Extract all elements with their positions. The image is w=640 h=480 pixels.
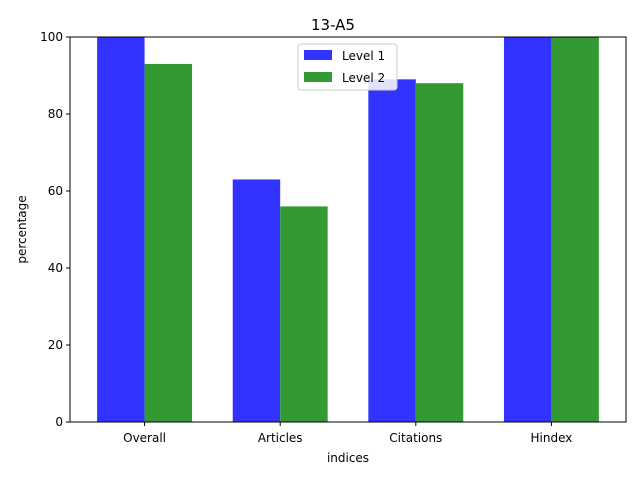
bar-level-2-articles <box>280 206 328 422</box>
legend: Level 1 Level 2 <box>297 43 398 91</box>
y-axis: 0 20 40 60 80 100 <box>40 30 70 429</box>
x-axis-label: indices <box>327 451 369 465</box>
x-tick-label-articles: Articles <box>258 431 303 445</box>
plot-frame <box>69 36 627 423</box>
y-tick-label: 100 <box>40 30 63 44</box>
y-tick-label: 80 <box>48 107 63 121</box>
bar-level-2-citations <box>415 83 464 422</box>
x-tick-label-hindex: Hindex <box>530 431 572 445</box>
y-tick-label: 60 <box>48 184 63 198</box>
legend-swatch-level-2 <box>304 72 332 82</box>
bar-level-1-articles <box>232 179 281 422</box>
chart-title: 13-A5 <box>311 16 355 34</box>
legend-swatch-level-1 <box>304 50 332 60</box>
legend-label-level-2: Level 2 <box>342 71 385 85</box>
y-tick-label: 40 <box>48 261 63 275</box>
bar-level-1-citations <box>368 79 416 422</box>
x-tick-label-citations: Citations <box>389 431 442 445</box>
x-tick-label-overall: Overall <box>123 431 166 445</box>
y-tick-label: 20 <box>48 338 63 352</box>
bar-level-2-hindex <box>551 37 599 422</box>
bar-level-2-overall <box>144 63 193 422</box>
bar-level-1-overall <box>97 37 145 422</box>
bars-group <box>97 37 599 422</box>
bar-level-1-hindex <box>503 37 552 422</box>
x-axis: Overall Articles Citations Hindex <box>123 422 572 445</box>
y-tick-label: 0 <box>55 415 63 429</box>
y-axis-label: percentage <box>15 195 29 263</box>
legend-label-level-1: Level 1 <box>342 49 385 63</box>
